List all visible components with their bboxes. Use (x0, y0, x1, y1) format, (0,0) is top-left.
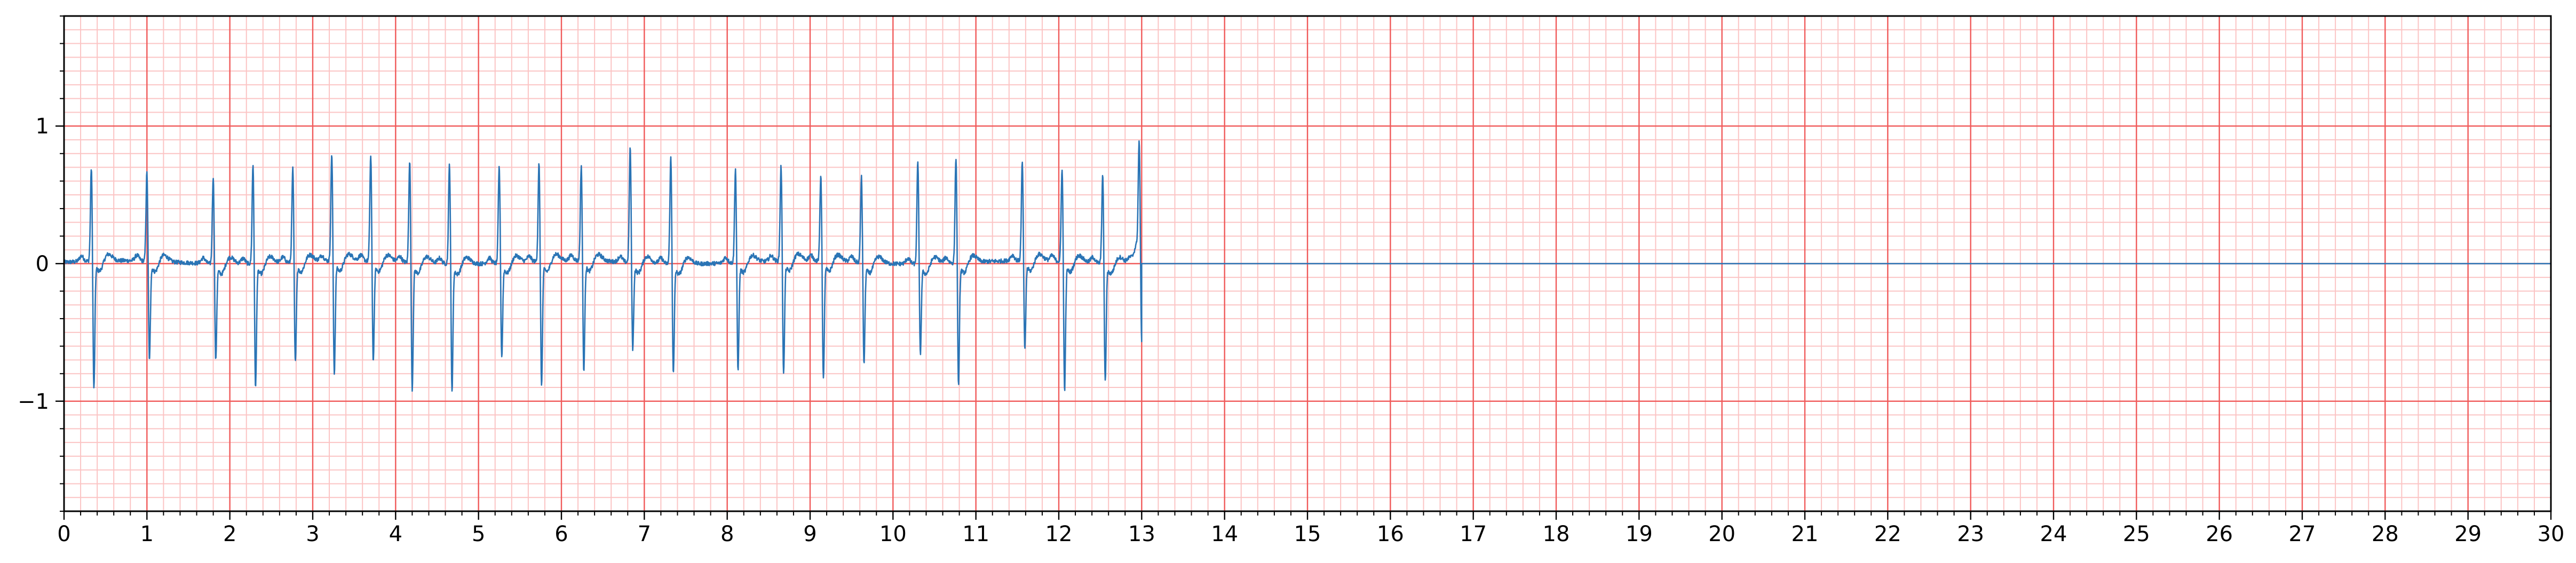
x-tick-label: 23 (1957, 522, 1984, 546)
x-tick-label: 2 (223, 522, 236, 546)
tick-marks (56, 15, 2552, 520)
x-tick-label: 25 (2123, 522, 2150, 546)
series-line (63, 140, 2551, 392)
x-tick-label: 15 (1294, 522, 1321, 546)
y-tick-label: −1 (18, 390, 49, 414)
x-tick-label: 17 (1460, 522, 1487, 546)
y-tick-label: 1 (36, 114, 49, 139)
x-tick-label: 29 (2454, 522, 2482, 546)
y-tick-label: 0 (36, 252, 49, 276)
x-tick-labels: 0 1 2 3 4 5 6 7 8 9 10 11 12 13 14 15 16 17 18 19 20 21 22 23 24… (57, 522, 2564, 546)
x-tick-label: 5 (472, 522, 485, 546)
x-tick-label: 13 (1128, 522, 1155, 546)
x-tick-label: 4 (389, 522, 402, 546)
x-tick-label: 22 (1874, 522, 1901, 546)
x-tick-label: 10 (879, 522, 907, 546)
x-tick-label: 18 (1543, 522, 1570, 546)
x-tick-label: 28 (2372, 522, 2399, 546)
x-tick-label: 0 (57, 522, 70, 546)
x-tick-label: 6 (554, 522, 568, 546)
x-tick-label: 7 (638, 522, 651, 546)
x-tick-label: 19 (1626, 522, 1653, 546)
x-tick-label: 21 (1792, 522, 1819, 546)
x-tick-label: 9 (803, 522, 817, 546)
x-tick-label: 8 (720, 522, 734, 546)
x-tick-label: 26 (2206, 522, 2233, 546)
x-tick-label: 12 (1045, 522, 1073, 546)
x-tick-label: 27 (2289, 522, 2316, 546)
x-tick-label: 3 (306, 522, 319, 546)
x-tick-label: 11 (962, 522, 989, 546)
x-tick-label: 16 (1377, 522, 1404, 546)
x-tick-label: 20 (1708, 522, 1735, 546)
x-tick-label: 24 (2040, 522, 2067, 546)
x-tick-label: 1 (140, 522, 154, 546)
x-tick-label: 30 (2538, 522, 2565, 546)
x-tick-label: 14 (1211, 522, 1238, 546)
y-tick-labels: −1 0 1 (18, 114, 49, 414)
